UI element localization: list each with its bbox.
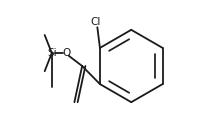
Text: Cl: Cl [91,17,101,27]
Text: Si: Si [47,48,57,58]
Text: O: O [62,48,70,58]
